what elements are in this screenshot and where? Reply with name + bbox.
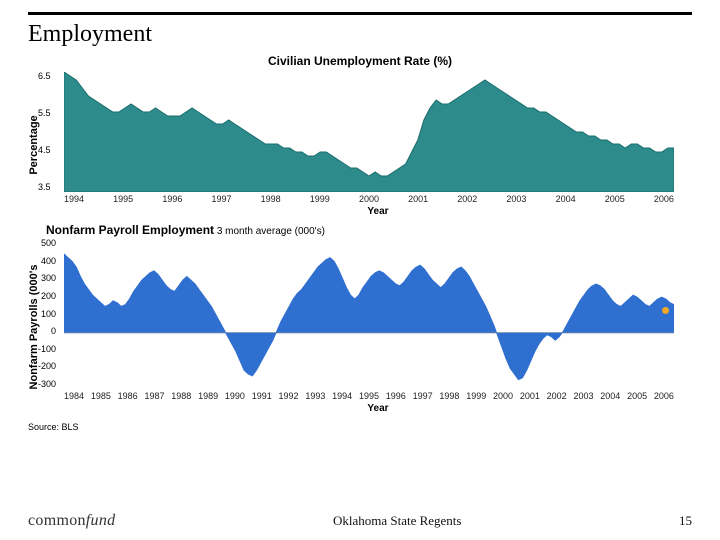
page-title: Employment bbox=[28, 21, 692, 48]
chart1-title: Civilian Unemployment Rate (%) bbox=[28, 54, 692, 68]
footer: commonfund Oklahoma State Regents 15 bbox=[0, 512, 720, 530]
chart2: Nonfarm Payrolls (000's 5004003002001000… bbox=[64, 239, 692, 414]
chart2-title: Nonfarm Payroll Employment 3 month avera… bbox=[46, 223, 692, 237]
chart1: Percentage 6.55.54.53.5 1994199519961997… bbox=[64, 72, 692, 217]
chart1-xlabel: Year bbox=[64, 206, 692, 217]
chart2-xlabel: Year bbox=[64, 403, 692, 414]
footer-center: Oklahoma State Regents bbox=[333, 513, 462, 529]
page-number: 15 bbox=[679, 513, 692, 529]
source-label: Source: BLS bbox=[28, 422, 692, 432]
brand-logo: commonfund bbox=[28, 512, 115, 530]
